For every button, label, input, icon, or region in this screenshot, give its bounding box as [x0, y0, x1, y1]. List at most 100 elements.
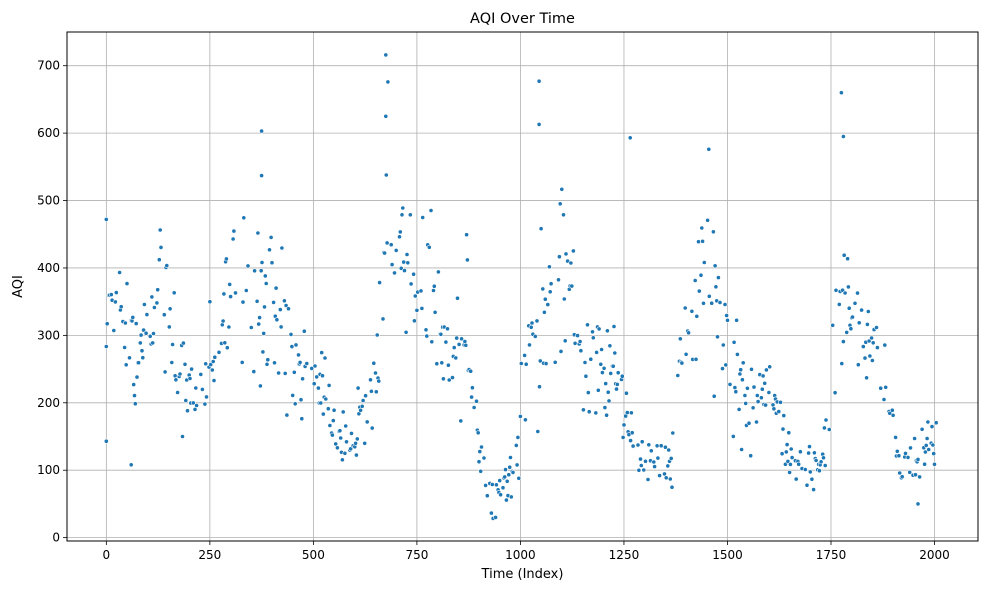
scatter-point [720, 366, 725, 371]
scatter-point [822, 425, 827, 431]
scatter-point [557, 201, 563, 207]
scatter-point [256, 321, 262, 327]
scatter-point [654, 443, 660, 449]
scatter-point [431, 288, 436, 293]
scatter-point [657, 473, 662, 478]
scatter-point [262, 304, 267, 310]
scatter-point [739, 447, 744, 452]
scatter-point [154, 300, 160, 306]
scatter-point [276, 370, 281, 376]
scatter-point [424, 333, 430, 339]
scatter-point [859, 307, 864, 313]
scatter-point [259, 260, 265, 265]
scatter-point [917, 474, 922, 480]
scatter-point [298, 397, 304, 403]
scatter-point [931, 451, 937, 456]
scatter-point [426, 244, 432, 250]
scatter-point [484, 493, 490, 499]
scatter-point [577, 339, 583, 344]
scatter-point [614, 381, 620, 387]
scatter-point [451, 345, 457, 350]
scatter-point [547, 264, 552, 270]
scatter-point [743, 400, 749, 406]
scatter-point [194, 403, 199, 408]
scatter-point [594, 349, 599, 355]
scatter-point [363, 393, 368, 399]
scatter-point [919, 426, 925, 432]
scatter-point [500, 485, 506, 491]
scatter-point [596, 326, 602, 332]
scatter-point [359, 403, 365, 409]
scatter-point [278, 324, 284, 330]
scatter-point [419, 305, 425, 311]
x-tick-label: 1750 [816, 548, 847, 562]
scatter-point [355, 385, 361, 391]
scatter-point [258, 268, 264, 274]
scatter-point [663, 475, 669, 481]
scatter-point [340, 409, 346, 415]
scatter-point [401, 259, 407, 265]
scatter-point [882, 342, 888, 348]
scatter-point [233, 290, 238, 296]
scatter-point [893, 434, 898, 440]
scatter-point [369, 425, 375, 431]
scatter-point [262, 273, 268, 279]
y-tick-label: 300 [37, 328, 60, 342]
scatter-point [785, 458, 791, 464]
x-axis-label: Time (Index) [481, 567, 564, 582]
scatter-point [337, 428, 343, 434]
scatter-point [628, 438, 633, 443]
x-tick-label: 750 [405, 548, 428, 562]
scatter-point [267, 247, 272, 253]
scatter-point [558, 348, 564, 354]
scatter-point [561, 212, 566, 218]
scatter-point [122, 345, 127, 350]
scatter-point [175, 390, 180, 395]
scatter-point [506, 472, 512, 478]
scatter-point [830, 322, 836, 328]
scatter-point [639, 439, 645, 445]
scatter-point [251, 369, 257, 374]
scatter-point [151, 331, 156, 336]
scatter-point [629, 430, 635, 436]
scatter-point [696, 239, 701, 245]
scatter-point [932, 461, 937, 467]
scatter-point [614, 386, 619, 392]
scatter-point [131, 382, 137, 387]
scatter-point [518, 361, 524, 366]
scatter-point [894, 448, 900, 454]
scatter-point [190, 400, 196, 406]
scatter-point [606, 398, 612, 404]
scatter-point [781, 413, 787, 418]
scatter-point [903, 450, 908, 456]
scatter-point [751, 384, 757, 390]
scatter-point [261, 330, 267, 336]
scatter-point [368, 377, 373, 383]
scatter-points [103, 52, 939, 521]
scatter-point [157, 227, 163, 233]
scatter-point [483, 482, 488, 488]
scatter-point [912, 436, 917, 441]
scatter-point [742, 393, 748, 398]
scatter-point [748, 453, 754, 459]
scatter-point [883, 384, 889, 390]
axes-frame [66, 31, 979, 542]
scatter-point [254, 298, 260, 304]
scatter-point [870, 358, 875, 363]
scatter-point [463, 342, 469, 348]
scatter-point [812, 450, 817, 456]
scatter-point [869, 335, 874, 341]
scatter-point [534, 318, 540, 324]
scatter-point [529, 320, 535, 326]
scatter-point [380, 316, 386, 322]
scatter-point [327, 423, 333, 428]
scatter-point [399, 212, 405, 218]
scatter-point [652, 464, 657, 469]
scatter-point [706, 293, 712, 299]
scatter-point [488, 510, 494, 516]
scatter-point [382, 250, 387, 256]
scatter-point [572, 340, 578, 346]
scatter-point [393, 247, 399, 253]
scatter-point [556, 277, 561, 283]
scatter-point [841, 134, 846, 139]
